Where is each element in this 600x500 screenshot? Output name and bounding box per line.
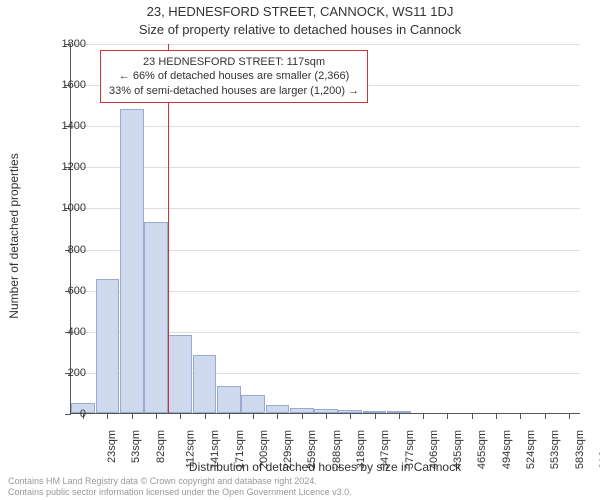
x-tick <box>496 413 497 419</box>
x-tick-label: 288sqm <box>331 430 343 469</box>
y-tick <box>65 414 71 415</box>
histogram-bar <box>217 386 241 413</box>
histogram-bar <box>168 335 192 413</box>
footer-line-2: Contains public sector information licen… <box>8 487 352 498</box>
chart-container: 23, HEDNESFORD STREET, CANNOCK, WS11 1DJ… <box>0 0 600 500</box>
x-tick-label: 465sqm <box>477 430 489 469</box>
x-tick-label: 141sqm <box>209 430 221 469</box>
footer-attribution: Contains HM Land Registry data © Crown c… <box>8 476 352 498</box>
x-tick <box>569 413 570 419</box>
histogram-bar <box>96 279 120 413</box>
histogram-bar <box>266 405 290 413</box>
histogram-bar <box>241 395 265 414</box>
y-tick-label: 1800 <box>62 38 86 50</box>
x-tick-label: 23sqm <box>106 430 118 463</box>
x-tick <box>253 413 254 419</box>
x-tick-label: 524sqm <box>525 430 537 469</box>
annotation-line-3: 33% of semi-detached houses are larger (… <box>109 84 359 98</box>
x-tick-label: 406sqm <box>428 430 440 469</box>
histogram-bar <box>193 355 217 413</box>
x-tick <box>180 413 181 419</box>
annotation-box: 23 HEDNESFORD STREET: 117sqm← 66% of det… <box>100 50 368 103</box>
x-tick-label: 112sqm <box>184 430 196 468</box>
x-tick <box>399 413 400 419</box>
y-tick-label: 200 <box>68 367 86 379</box>
x-tick <box>107 413 108 419</box>
x-tick-label: 553sqm <box>549 430 561 469</box>
chart-title-sub: Size of property relative to detached ho… <box>0 22 600 37</box>
y-tick-label: 600 <box>68 285 86 297</box>
grid-line <box>71 167 580 168</box>
x-tick <box>472 413 473 419</box>
grid-line <box>71 208 580 209</box>
x-tick <box>156 413 157 419</box>
x-tick <box>423 413 424 419</box>
x-tick-label: 318sqm <box>355 430 367 469</box>
x-tick <box>545 413 546 419</box>
x-tick <box>350 413 351 419</box>
grid-line <box>71 44 580 45</box>
x-tick-label: 171sqm <box>234 430 246 469</box>
y-tick-label: 0 <box>80 408 86 420</box>
x-tick <box>205 413 206 419</box>
x-tick-label: 53sqm <box>130 430 142 463</box>
x-tick <box>229 413 230 419</box>
annotation-line-1: 23 HEDNESFORD STREET: 117sqm <box>109 55 359 69</box>
x-tick <box>375 413 376 419</box>
x-tick-label: 377sqm <box>404 430 416 469</box>
x-tick <box>277 413 278 419</box>
y-tick-label: 400 <box>68 326 86 338</box>
x-tick <box>447 413 448 419</box>
histogram-bar <box>120 109 144 413</box>
x-tick <box>326 413 327 419</box>
x-tick-label: 435sqm <box>452 430 464 469</box>
grid-line <box>71 126 580 127</box>
x-tick-label: 229sqm <box>282 430 294 469</box>
x-tick-label: 82sqm <box>155 430 167 463</box>
footer-line-1: Contains HM Land Registry data © Crown c… <box>8 476 352 487</box>
chart-title-main: 23, HEDNESFORD STREET, CANNOCK, WS11 1DJ <box>0 4 600 19</box>
x-tick <box>302 413 303 419</box>
x-tick-label: 200sqm <box>258 430 270 469</box>
histogram-bar <box>144 222 168 413</box>
x-tick <box>520 413 521 419</box>
x-tick-label: 347sqm <box>379 430 391 469</box>
y-tick-label: 1600 <box>62 79 86 91</box>
x-tick-label: 583sqm <box>574 430 586 469</box>
annotation-line-2: ← 66% of detached houses are smaller (2,… <box>109 69 359 83</box>
y-tick-label: 1200 <box>62 161 86 173</box>
x-tick-label: 259sqm <box>307 430 319 469</box>
y-tick-label: 1400 <box>62 120 86 132</box>
x-tick <box>132 413 133 419</box>
y-tick-label: 1000 <box>62 202 86 214</box>
y-axis-label: Number of detached properties <box>7 153 21 318</box>
y-tick-label: 800 <box>68 244 86 256</box>
x-tick-label: 494sqm <box>501 430 513 469</box>
